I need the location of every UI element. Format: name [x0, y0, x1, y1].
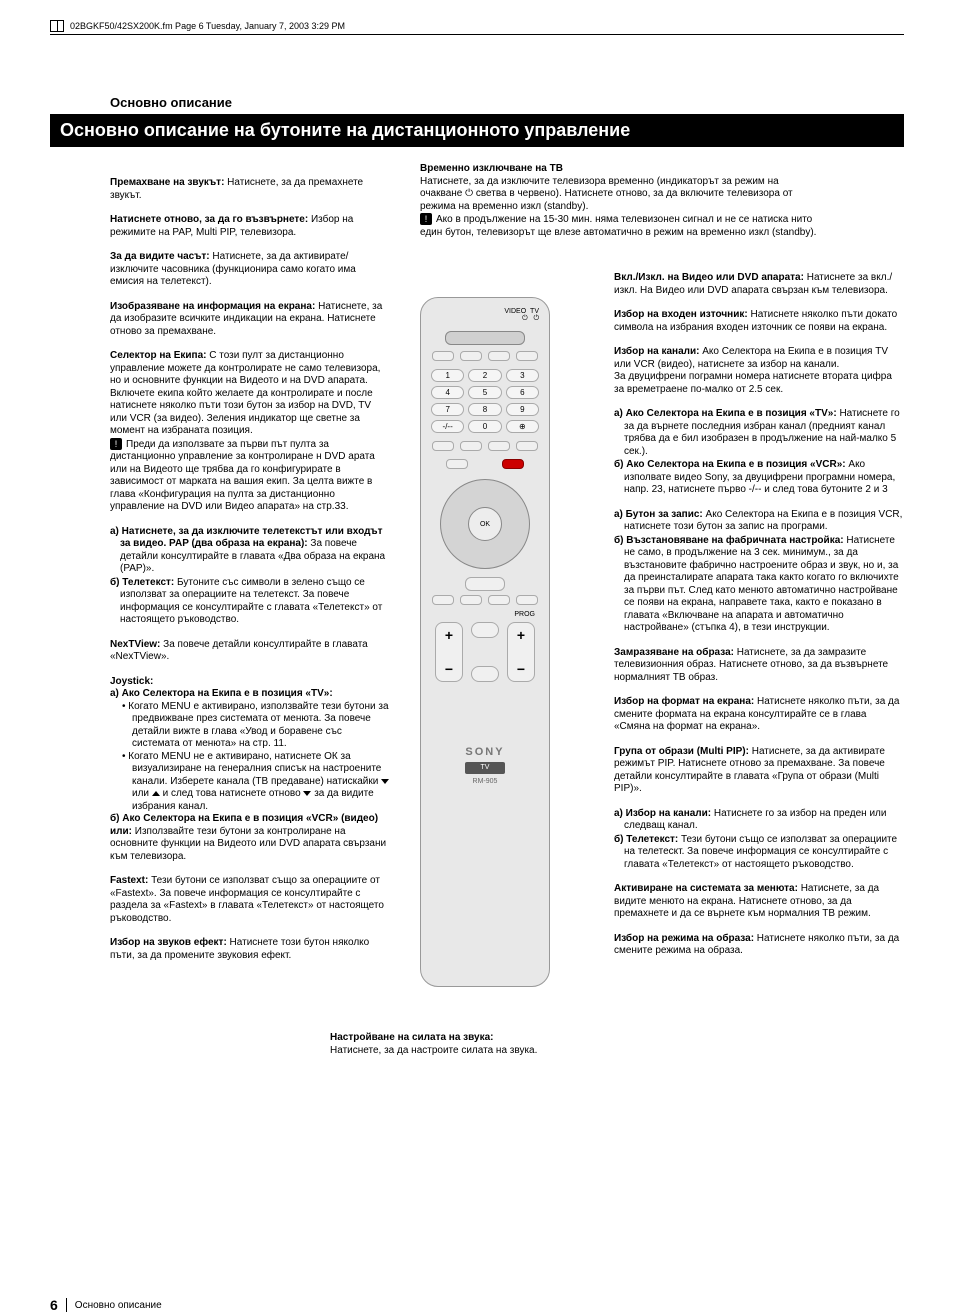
warning-icon: !: [420, 213, 432, 225]
para-fastext: Fastext: Тези бутони се използват също з…: [110, 875, 390, 925]
power-icon: ⏻: [522, 315, 528, 322]
joystick: OK: [440, 479, 530, 569]
para-osd: Изобразяване на информация на екрана: На…: [110, 301, 390, 339]
para-nextview: NexTView: За повече детайли консултирайт…: [110, 639, 390, 664]
arrow-up-icon: [152, 791, 160, 796]
book-icon: [50, 20, 64, 32]
para-menu: Активиране на системата за менюта: Натис…: [614, 883, 904, 921]
number-pad: 123 456 789 -/--0⊕: [421, 363, 549, 439]
arrow-down-icon: [381, 779, 389, 784]
standby-icon: ⏻: [465, 188, 473, 199]
power-icon: ⏻: [533, 315, 539, 322]
para-video-power: Вкл./Изкл. на Видео или DVD апарата: Нат…: [614, 272, 904, 297]
page-number: 6: [50, 1297, 58, 1313]
prog-rocker: +−: [507, 622, 535, 682]
para-rec-reset: а) Бутон за запис: Ако Селектора на Екип…: [614, 509, 904, 635]
para-prev-channel: а) Ако Селектора на Екипа е в позиция «T…: [614, 408, 904, 497]
para-joystick: Joystick: а) Ако Селектора на Екипа е в …: [110, 676, 390, 864]
para-clock: За да видите часът: Натиснете, за да акт…: [110, 251, 390, 289]
para-volume: Настройване на силата на звука: Натиснет…: [330, 1032, 540, 1057]
para-selector: Селектор на Екипа: С този пулт за дистан…: [110, 350, 390, 514]
para-picture-mode: Избор на режима на образа: Натиснете няк…: [614, 933, 904, 958]
doc-header: 02BGKF50/42SX200K.fm Page 6 Tuesday, Jan…: [50, 20, 904, 35]
right-column: Вкл./Изкл. на Видео или DVD апарата: Нат…: [614, 177, 904, 970]
para-sound-effect: Избор на звуков ефект: Натиснете този бу…: [110, 937, 390, 962]
para-channel-select: Избор на канали: Ако Селектора на Екипа …: [614, 346, 904, 396]
para-multi-pip: Група от образи (Multi PIP): Натиснете, …: [614, 746, 904, 796]
remote-illustration: VIDEO TV ⏻ ⏻ 123 456 789 -/--0⊕ OK PROG …: [420, 297, 550, 987]
header-text: 02BGKF50/42SX200K.fm Page 6 Tuesday, Jan…: [70, 21, 345, 31]
section-heading: Основно описание: [50, 95, 904, 110]
para-screen-format: Избор на формат на екрана: Натиснете няк…: [614, 696, 904, 734]
footer-label: Основно описание: [75, 1300, 162, 1311]
page-title: Основно описание на бутоните на дистанци…: [50, 114, 904, 147]
left-column: Премахване на звукът: Натиснете, за да п…: [110, 177, 390, 974]
para-freeze: Замразяване на образа: Натиснете, за да …: [614, 647, 904, 685]
para-prog-teletext: а) Избор на канали: Натиснете го за избо…: [614, 808, 904, 872]
equipment-selector: [445, 331, 525, 345]
page-footer: 6 Основно описание: [50, 1297, 162, 1313]
para-input-select: Избор на входен източник: Натиснете няко…: [614, 309, 904, 334]
para-pap-teletext: а) Натиснете, за да изключите телетекстъ…: [110, 526, 390, 627]
center-bottom: Настройване на силата на звука: Натиснет…: [330, 1032, 540, 1069]
warning-icon: !: [110, 438, 122, 450]
para-unmute: Натиснете отново, за да го възвърнете: И…: [110, 214, 390, 239]
para-mute: Премахване на звукът: Натиснете, за да п…: [110, 177, 390, 202]
volume-rocker: +−: [435, 622, 463, 682]
